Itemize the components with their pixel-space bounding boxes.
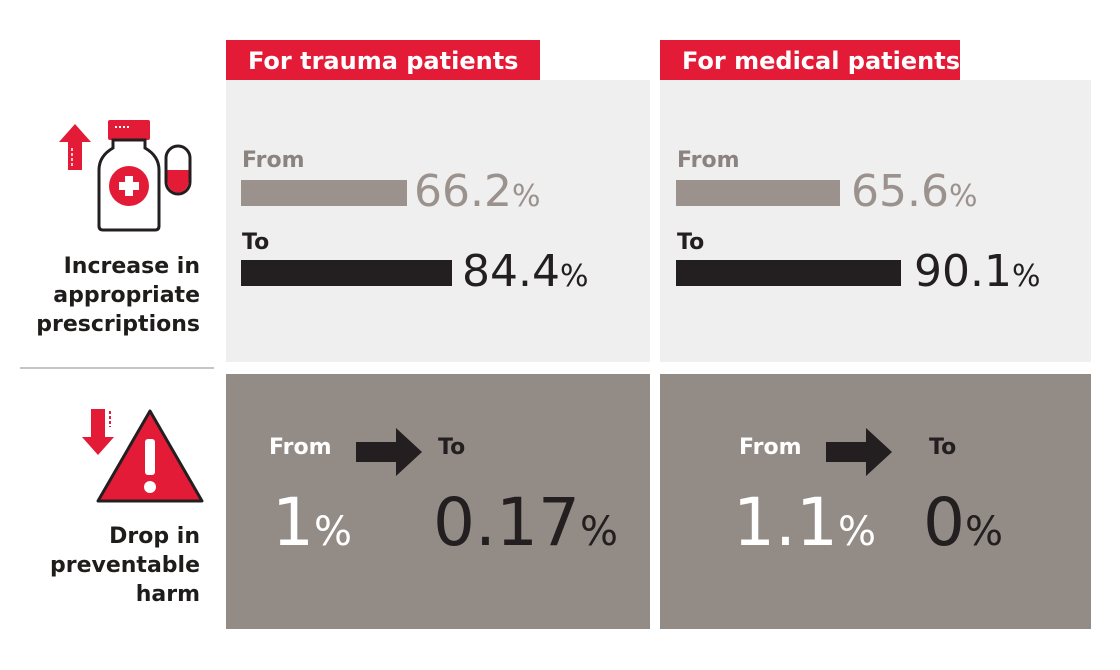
bar-trauma-to — [241, 260, 452, 286]
row-divider — [20, 367, 214, 369]
percent-sign: % — [948, 179, 978, 214]
to-label: To — [929, 435, 957, 460]
percent-sign: % — [579, 509, 618, 555]
row-label-harm: Drop in preventable harm — [20, 522, 200, 609]
row-label-line: preventable — [49, 553, 200, 578]
panel-prescriptions-medical — [660, 80, 1091, 362]
down-arrow-icon — [82, 409, 114, 455]
percent-sign: % — [314, 509, 353, 555]
value-number: 1 — [272, 484, 314, 561]
value-trauma-to: 84.4% — [462, 250, 588, 299]
from-label: From — [677, 148, 740, 173]
to-label: To — [677, 230, 705, 255]
bar-medical-from — [676, 180, 840, 206]
up-arrow-icon — [59, 124, 91, 170]
value-harm-medical-to: 0% — [923, 490, 1003, 565]
header-trauma-label: For trauma patients — [248, 47, 519, 75]
from-label: From — [242, 148, 305, 173]
row-label-line: Increase in — [63, 254, 200, 279]
percent-sign: % — [965, 509, 1004, 555]
percent-sign: % — [837, 509, 876, 555]
value-medical-from: 65.6% — [851, 170, 977, 219]
value-number: 1.1 — [733, 484, 838, 561]
value-medical-to: 90.1% — [914, 250, 1040, 299]
panel-prescriptions-trauma — [226, 80, 650, 362]
value-number: 65.6 — [851, 166, 949, 217]
row-label-line: appropriate — [53, 283, 200, 308]
value-number: 84.4 — [462, 246, 560, 297]
percent-sign: % — [559, 259, 589, 294]
from-label: From — [269, 435, 332, 460]
header-trauma: For trauma patients — [226, 40, 540, 80]
right-arrow-icon — [826, 428, 892, 476]
percent-sign: % — [511, 179, 541, 214]
value-number: 0 — [923, 484, 965, 561]
value-number: 0.17 — [433, 484, 580, 561]
row-label-line: harm — [135, 582, 200, 607]
value-harm-medical-from: 1.1% — [733, 490, 876, 565]
header-medical-label: For medical patients — [682, 47, 960, 75]
row-label-line: prescriptions — [36, 312, 200, 337]
panel-harm-medical — [660, 374, 1091, 629]
panel-harm-trauma — [226, 374, 650, 629]
pill-icon — [164, 144, 192, 196]
header-medical: For medical patients — [660, 40, 960, 80]
value-trauma-from: 66.2% — [414, 170, 540, 219]
value-number: 66.2 — [414, 166, 512, 217]
warning-triangle-icon — [82, 409, 204, 503]
value-number: 90.1 — [914, 246, 1012, 297]
percent-sign: % — [1011, 259, 1041, 294]
to-label: To — [242, 230, 270, 255]
value-harm-trauma-from: 1% — [272, 490, 352, 565]
value-harm-trauma-to: 0.17% — [433, 490, 618, 565]
right-arrow-icon — [356, 428, 422, 476]
bar-trauma-from — [241, 180, 407, 206]
medicine-bottle-icon — [59, 120, 192, 232]
row-label-line: Drop in — [109, 524, 200, 549]
from-label: From — [739, 435, 802, 460]
row-label-prescriptions: Increase in appropriate prescriptions — [20, 252, 200, 339]
to-label: To — [438, 435, 466, 460]
bar-medical-to — [676, 260, 901, 286]
